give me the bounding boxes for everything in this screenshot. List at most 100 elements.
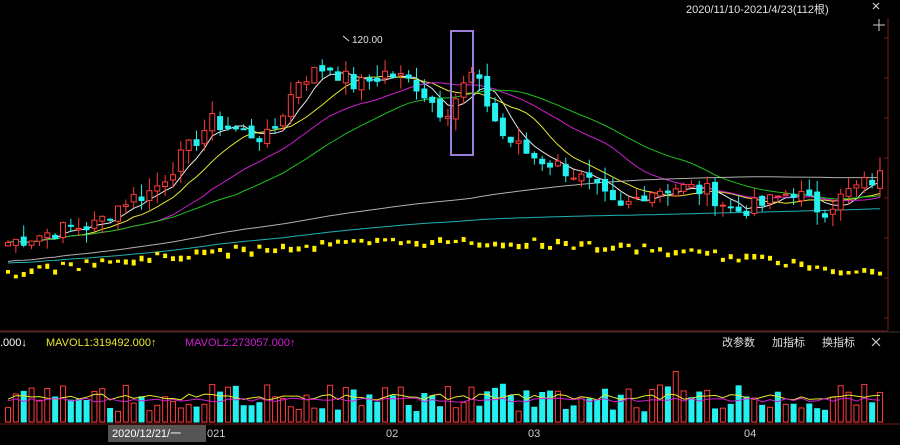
- edit-params-button[interactable]: 改参数: [722, 335, 755, 349]
- volume-bar: [484, 391, 491, 423]
- candle: [562, 157, 569, 183]
- close-icon[interactable]: [872, 2, 880, 10]
- volume-bar: [570, 405, 577, 423]
- candle-body: [437, 98, 444, 118]
- candle: [287, 82, 294, 125]
- candle: [366, 74, 373, 90]
- candle: [429, 95, 436, 113]
- candle: [374, 65, 381, 87]
- volume-bar: [413, 411, 420, 423]
- volume-bar: [727, 403, 734, 423]
- candle: [476, 69, 483, 91]
- candle-body: [217, 116, 224, 131]
- volume-bar: [837, 385, 844, 423]
- volume-bar: [680, 390, 687, 423]
- candle-body: [209, 112, 216, 132]
- candle-body: [36, 235, 43, 242]
- candle-body: [633, 196, 640, 199]
- volume-bar: [523, 390, 530, 423]
- candle: [413, 67, 420, 100]
- volume-bar: [75, 399, 82, 423]
- volume-bar: [272, 396, 279, 423]
- volume-bar: [531, 406, 538, 423]
- candle: [12, 238, 19, 253]
- volume-bar: [476, 405, 483, 423]
- volume-bar: [389, 395, 396, 423]
- candle-body: [303, 81, 310, 85]
- candle-body: [759, 195, 766, 206]
- volume-bar: [594, 399, 601, 423]
- candle-body: [67, 224, 74, 227]
- volume-bar: [460, 401, 467, 423]
- candle: [743, 205, 750, 219]
- candle: [664, 183, 671, 206]
- volume-bar: [146, 410, 153, 423]
- volume-bar: [382, 387, 389, 423]
- volume-dot: [548, 245, 553, 250]
- candle: [625, 196, 632, 209]
- candle-body: [570, 177, 577, 180]
- candle: [193, 130, 200, 151]
- candle: [444, 108, 451, 127]
- candle-body: [680, 184, 687, 192]
- volume-bar: [822, 409, 829, 423]
- candle: [774, 195, 781, 203]
- volume-dot: [53, 269, 58, 275]
- candle-body: [602, 178, 609, 192]
- add-indicator-button[interactable]: 加指标: [772, 335, 805, 349]
- candle: [554, 154, 561, 168]
- candle-body: [122, 204, 129, 207]
- candle: [822, 209, 829, 223]
- volume-bar: [547, 390, 554, 423]
- volume-dot: [720, 257, 725, 262]
- volume-bar: [602, 388, 609, 423]
- close-volume-icon[interactable]: [871, 337, 881, 347]
- volume-bar: [507, 395, 514, 423]
- candle: [36, 234, 43, 247]
- volume-dot: [296, 246, 301, 252]
- volume-dot: [210, 249, 215, 254]
- switch-indicator-button[interactable]: 换指标: [822, 335, 855, 349]
- volume-bar: [861, 383, 868, 423]
- candle: [52, 233, 59, 239]
- volume-dot: [359, 238, 364, 243]
- volume-bar: [672, 370, 679, 423]
- volume-dot: [665, 252, 670, 258]
- candle-body: [138, 196, 145, 201]
- volume-dot: [186, 255, 191, 260]
- volume-dot: [343, 240, 348, 244]
- candle-body: [774, 195, 781, 198]
- candle-body: [154, 185, 161, 192]
- volume-bar: [452, 407, 459, 423]
- volume-dot: [587, 241, 592, 245]
- volume-dot: [163, 253, 168, 259]
- candle: [28, 240, 35, 250]
- candle: [177, 141, 184, 183]
- moving-average-lines: [7, 71, 881, 264]
- volume-dot: [618, 242, 623, 248]
- candle-body: [177, 149, 184, 172]
- candle-body: [452, 98, 459, 120]
- candle-body: [594, 179, 601, 184]
- crosshair-icon[interactable]: [873, 19, 885, 31]
- volume-dot: [705, 250, 710, 256]
- volume-bar: [774, 391, 781, 423]
- candle-body: [429, 96, 436, 103]
- candle-body: [366, 77, 373, 82]
- candle-body: [688, 184, 695, 188]
- volume-bar: [350, 389, 357, 423]
- volume-dot: [398, 241, 403, 246]
- candle: [672, 183, 679, 197]
- candle: [845, 177, 852, 205]
- volume-dot: [595, 247, 600, 253]
- candle: [272, 118, 279, 134]
- volume-bar: [798, 407, 805, 423]
- volume-dot: [713, 249, 718, 254]
- candle: [829, 199, 836, 227]
- volume-bar: [169, 401, 176, 423]
- ma-line-10: [7, 75, 881, 243]
- candle: [688, 180, 695, 189]
- volume-bar: [52, 396, 59, 423]
- candle: [719, 201, 726, 217]
- volume-bar: [806, 403, 813, 423]
